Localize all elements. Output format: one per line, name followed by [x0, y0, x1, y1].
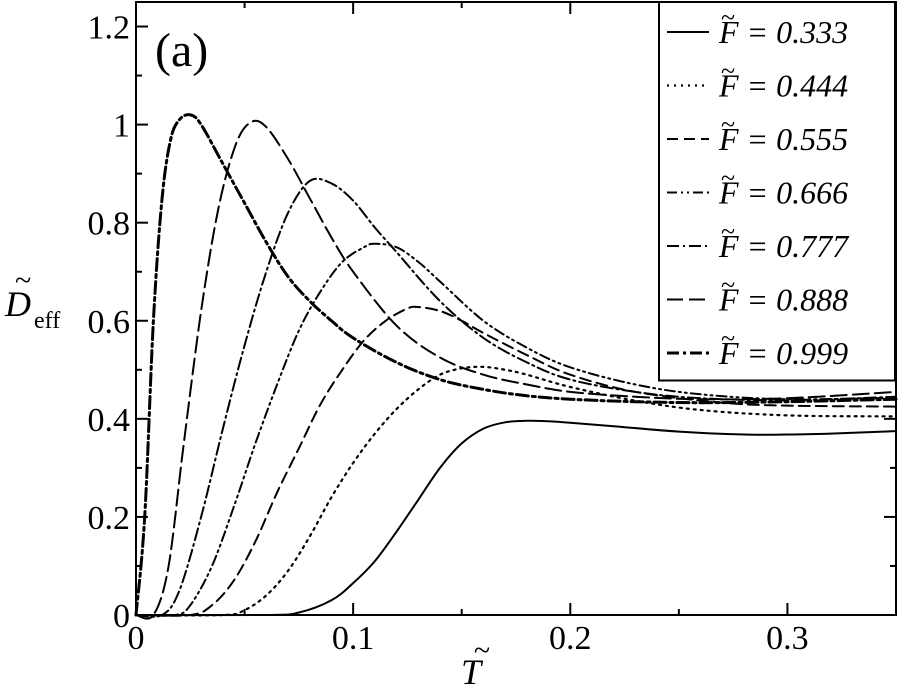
x-tick-label: 0.2 [549, 620, 592, 657]
x-axis-label: T [461, 652, 484, 691]
y-tick-label: 0.6 [88, 304, 131, 341]
x-axis-tilde: ~ [474, 634, 490, 667]
plot-curves [134, 113, 898, 620]
y-tick-label: 1.2 [88, 10, 131, 47]
legend-label: F = 0.999 [718, 335, 848, 371]
y-tick-label: 0.4 [88, 402, 131, 439]
y-tick-label: 0 [113, 598, 130, 635]
legend-label: F = 0.777 [718, 228, 850, 264]
y-axis-label-main: D [4, 284, 31, 324]
y-axis-label-sub: eff [34, 308, 60, 334]
series-line-2 [134, 365, 898, 617]
y-tick-label: 1 [113, 108, 130, 145]
legend-label: F = 0.333 [718, 14, 848, 50]
tick-labels: 0 0.1 0.2 0.3 0 0.2 0.4 0.6 0.8 1 1.2 [88, 10, 809, 657]
legend-tilde: ~ [721, 57, 735, 86]
legend-label: F = 0.444 [718, 68, 848, 104]
legend: F = 0.333~F = 0.444~F = 0.555~F = 0.666~… [658, 1, 896, 382]
legend-label: F = 0.888 [718, 282, 848, 318]
series-line-4 [135, 242, 897, 617]
y-axis-tilde: ~ [15, 264, 31, 297]
legend-label: F = 0.666 [718, 175, 848, 211]
x-tick-label: 0 [128, 620, 145, 657]
x-axis-title: T ~ [461, 634, 490, 691]
legend-label: F = 0.555 [718, 121, 848, 157]
x-tick-label: 0.1 [332, 620, 375, 657]
legend-tilde: ~ [721, 164, 735, 193]
series-line-1 [135, 419, 897, 617]
legend-tilde: ~ [721, 271, 735, 300]
legend-tilde: ~ [721, 110, 735, 139]
series-line-5 [135, 177, 897, 618]
legend-tilde: ~ [721, 217, 735, 246]
y-tick-label: 0.8 [88, 206, 131, 243]
x-tick-label: 0.3 [766, 620, 809, 657]
legend-tilde: ~ [721, 3, 735, 32]
legend-tilde: ~ [721, 324, 735, 353]
legend-box [658, 1, 896, 382]
panel-label: (a) [155, 24, 208, 77]
series-line-7 [134, 113, 898, 617]
series-line-6 [135, 119, 897, 620]
y-tick-label: 0.2 [88, 500, 131, 537]
